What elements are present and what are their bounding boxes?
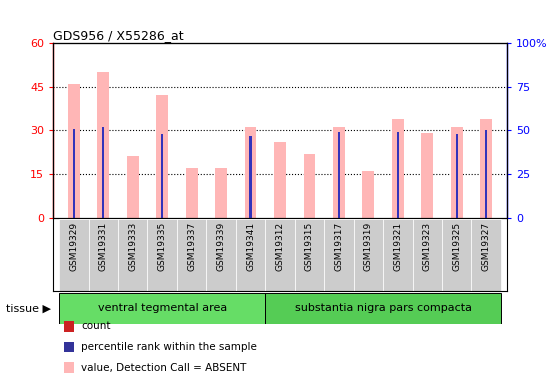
Text: GSM19333: GSM19333 xyxy=(128,222,137,271)
Bar xyxy=(59,292,265,324)
Bar xyxy=(472,219,501,291)
Text: GSM19317: GSM19317 xyxy=(334,222,343,271)
Bar xyxy=(353,219,383,291)
Bar xyxy=(177,219,207,291)
Bar xyxy=(68,84,80,218)
Text: GSM19339: GSM19339 xyxy=(217,222,226,271)
Text: GSM19335: GSM19335 xyxy=(158,222,167,271)
Bar xyxy=(127,156,139,218)
Bar xyxy=(161,134,164,218)
Bar xyxy=(421,133,433,218)
Text: value, Detection Call = ABSENT: value, Detection Call = ABSENT xyxy=(81,363,246,372)
Bar xyxy=(73,129,75,217)
Bar xyxy=(333,128,345,218)
Text: GSM19327: GSM19327 xyxy=(482,222,491,271)
Bar xyxy=(236,219,265,291)
Text: GSM19319: GSM19319 xyxy=(364,222,373,271)
Text: GSM19323: GSM19323 xyxy=(423,222,432,271)
Bar xyxy=(102,127,105,218)
Bar xyxy=(383,219,413,291)
Bar xyxy=(480,118,492,218)
Bar xyxy=(455,134,458,218)
Bar xyxy=(485,130,487,218)
Bar xyxy=(413,219,442,291)
Bar xyxy=(265,219,295,291)
Bar xyxy=(324,219,353,291)
Bar xyxy=(147,219,177,291)
Text: GSM19331: GSM19331 xyxy=(99,222,108,271)
Bar xyxy=(249,135,252,218)
Bar xyxy=(97,72,109,217)
Bar xyxy=(338,132,340,218)
Bar xyxy=(215,168,227,217)
Bar xyxy=(265,292,501,324)
Text: GSM19325: GSM19325 xyxy=(452,222,461,271)
Text: count: count xyxy=(81,321,111,331)
Bar xyxy=(59,219,88,291)
Bar xyxy=(118,219,147,291)
Text: GSM19337: GSM19337 xyxy=(187,222,196,271)
Text: GSM19329: GSM19329 xyxy=(69,222,78,271)
Bar xyxy=(442,219,472,291)
Text: tissue ▶: tissue ▶ xyxy=(6,303,50,313)
Text: GDS956 / X55286_at: GDS956 / X55286_at xyxy=(53,29,184,42)
Bar xyxy=(362,171,374,217)
Text: GSM19321: GSM19321 xyxy=(393,222,402,271)
Text: GSM19341: GSM19341 xyxy=(246,222,255,271)
Bar xyxy=(451,128,463,218)
Bar xyxy=(295,219,324,291)
Text: ventral tegmental area: ventral tegmental area xyxy=(97,303,227,313)
Text: GSM19315: GSM19315 xyxy=(305,222,314,271)
Bar xyxy=(396,132,399,218)
Bar xyxy=(392,118,404,218)
Bar xyxy=(186,168,198,217)
Bar xyxy=(88,219,118,291)
Bar xyxy=(156,96,168,218)
Bar xyxy=(304,154,315,218)
Text: percentile rank within the sample: percentile rank within the sample xyxy=(81,342,257,352)
Text: GSM19312: GSM19312 xyxy=(276,222,284,271)
Bar xyxy=(207,219,236,291)
Text: substantia nigra pars compacta: substantia nigra pars compacta xyxy=(295,303,472,313)
Bar xyxy=(245,128,256,218)
Bar xyxy=(274,142,286,218)
